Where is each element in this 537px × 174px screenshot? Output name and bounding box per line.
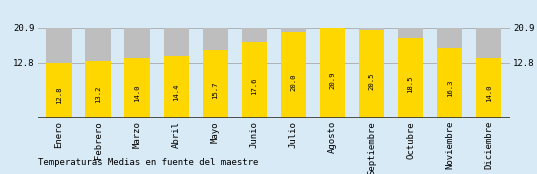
- Bar: [476, 28, 502, 118]
- Bar: [359, 30, 384, 118]
- Text: 20.9: 20.9: [330, 72, 336, 89]
- Bar: [281, 28, 306, 118]
- Text: 15.7: 15.7: [212, 81, 218, 98]
- Bar: [242, 28, 267, 118]
- Bar: [164, 28, 189, 118]
- Text: 20.0: 20.0: [291, 73, 296, 91]
- Bar: [320, 28, 345, 118]
- Text: 14.0: 14.0: [134, 84, 140, 102]
- Bar: [437, 48, 462, 118]
- Bar: [202, 28, 228, 118]
- Text: 14.4: 14.4: [173, 83, 179, 101]
- Bar: [242, 42, 267, 118]
- Text: 16.3: 16.3: [447, 80, 453, 97]
- Text: Temperaturas Medias en fuente del maestre: Temperaturas Medias en fuente del maestr…: [38, 158, 258, 167]
- Bar: [125, 28, 150, 118]
- Text: 12.8: 12.8: [56, 86, 62, 104]
- Bar: [85, 61, 111, 118]
- Bar: [359, 28, 384, 118]
- Text: 14.0: 14.0: [485, 84, 492, 102]
- Bar: [398, 28, 423, 118]
- Bar: [281, 32, 306, 118]
- Bar: [476, 58, 502, 118]
- Text: 17.6: 17.6: [251, 78, 257, 95]
- Bar: [164, 56, 189, 118]
- Bar: [398, 38, 423, 118]
- Bar: [202, 50, 228, 118]
- Bar: [85, 28, 111, 118]
- Text: 18.5: 18.5: [408, 76, 413, 93]
- Bar: [320, 28, 345, 118]
- Bar: [437, 28, 462, 118]
- Text: 20.5: 20.5: [368, 72, 374, 90]
- Bar: [125, 58, 150, 118]
- Text: 13.2: 13.2: [95, 86, 101, 103]
- Bar: [46, 28, 72, 118]
- Bar: [46, 63, 72, 118]
